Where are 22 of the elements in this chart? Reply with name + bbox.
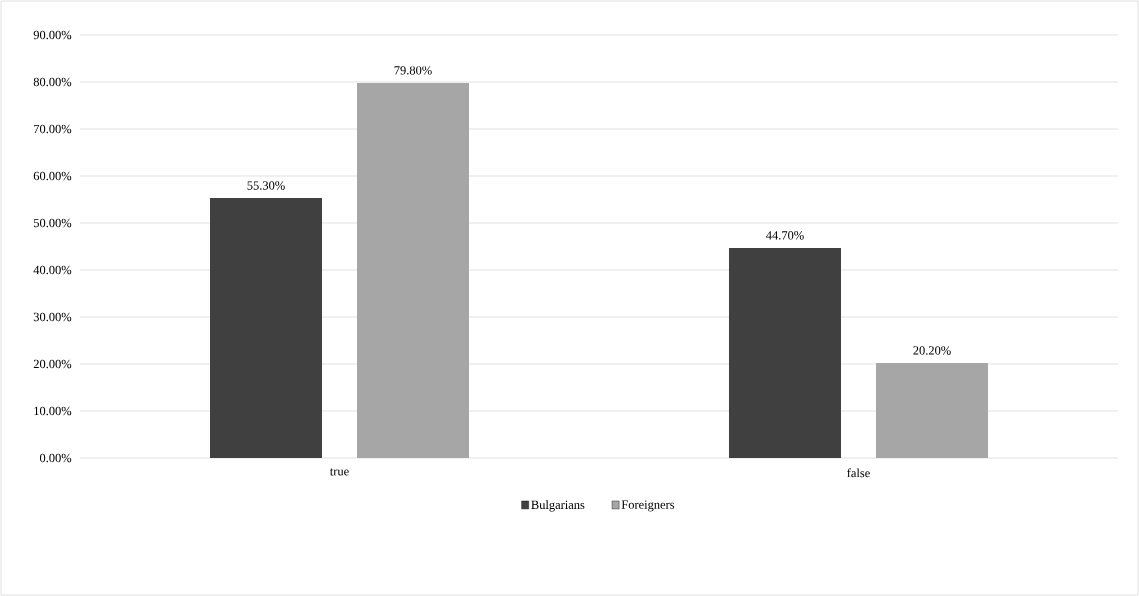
y-tick-label: 30.00% [33,312,72,322]
y-tick-label: 40.00% [33,265,72,275]
y-tick-label: 20.00% [33,359,72,369]
data-label: 20.20% [913,346,951,355]
bar [875,363,988,458]
legend-label: Bulgarians [531,500,585,512]
legend-label: Foreigners [621,500,675,512]
y-tick-label: 70.00% [34,124,72,134]
y-tick-label: 10.00% [34,406,72,416]
x-tick-label: false [847,468,870,478]
y-tick-label: 0.00% [39,453,72,463]
y-tick-label: 60.00% [33,171,72,181]
y-tick-label: 50.00% [33,218,72,228]
y-tick-label: 90.00% [33,30,72,40]
data-label: 44.70% [766,231,804,240]
data-label: 79.80% [394,66,432,75]
x-tick-label: true [329,468,349,476]
y-tick-label: 80.00% [33,77,72,87]
bar [357,82,469,458]
data-label: 55.30% [247,181,285,190]
bar [728,247,841,458]
bar [210,198,322,458]
